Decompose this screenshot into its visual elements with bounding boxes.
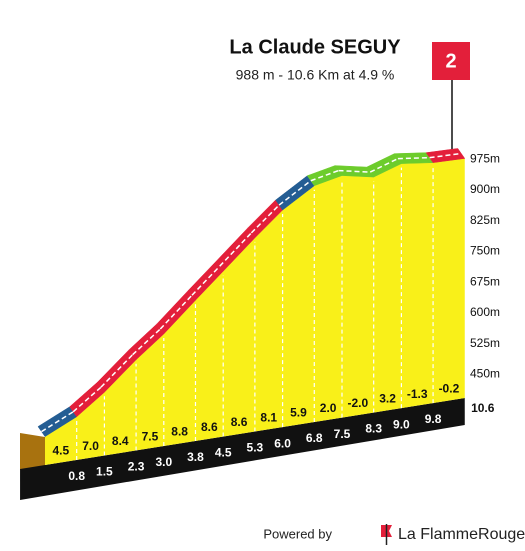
- x-tick-label: 3.8: [187, 450, 204, 464]
- y-tick-label: 600m: [470, 305, 500, 319]
- gradient-label: 8.8: [171, 425, 188, 439]
- x-tick-label: 2.3: [128, 460, 145, 474]
- x-tick-label: 8.3: [365, 422, 382, 436]
- x-tick-label: 9.8: [425, 412, 442, 426]
- gradient-label: 8.6: [231, 415, 248, 429]
- category-label: 2: [445, 50, 456, 72]
- gradient-label: -0.2: [439, 382, 460, 396]
- gradient-label: 8.1: [260, 410, 277, 424]
- gradient-label: 8.6: [201, 420, 218, 434]
- x-tick-label: 6.8: [306, 431, 323, 445]
- chart-title: La Claude SEGUY: [229, 36, 401, 58]
- gradient-label: 3.2: [379, 392, 396, 406]
- ribbon-dash: [278, 180, 312, 206]
- ribbon-dash: [132, 328, 161, 356]
- gradient-label: 8.4: [112, 434, 129, 448]
- x-tick-label: 10.6: [471, 401, 495, 415]
- ribbon-dash: [191, 265, 221, 296]
- x-tick-label: 4.5: [215, 446, 232, 460]
- gradient-label: 2.0: [320, 401, 337, 415]
- x-tick-label: 3.0: [155, 455, 172, 469]
- x-tick-label: 1.5: [96, 465, 113, 479]
- gradient-label: -1.3: [407, 387, 428, 401]
- x-tick-label: 0.8: [68, 469, 85, 483]
- ribbon-dash: [310, 169, 339, 182]
- footer-text: Powered by: [263, 526, 332, 541]
- ribbon-dash: [397, 156, 430, 160]
- y-tick-label: 450m: [470, 367, 500, 381]
- gradient-segment: [425, 148, 466, 163]
- brand-text: La FlammeRouge: [398, 526, 525, 543]
- gradient-label: 4.5: [52, 444, 69, 458]
- x-tick-label: 9.0: [393, 417, 410, 431]
- x-tick-label: 5.3: [247, 441, 264, 455]
- ribbon-dash: [72, 386, 102, 413]
- y-tick-label: 675m: [470, 274, 500, 288]
- ribbon-dash: [369, 157, 399, 173]
- ribbon-dash: [429, 152, 462, 159]
- y-tick-label: 825m: [470, 213, 500, 227]
- x-tick-label: 6.0: [274, 436, 291, 450]
- gradient-label: 7.5: [142, 429, 159, 443]
- gradient-label: 7.0: [82, 439, 99, 453]
- base-band: [20, 398, 465, 500]
- ribbon-dash: [250, 204, 280, 234]
- gradient-label: 5.9: [290, 406, 307, 420]
- chart-subtitle: 988 m - 10.6 Km at 4.9 %: [236, 67, 395, 83]
- gradient-label: -2.0: [347, 396, 368, 410]
- x-tick-label: 7.5: [334, 427, 351, 441]
- category-flag: [432, 42, 470, 80]
- ribbon-dash: [41, 411, 74, 433]
- ribbon-dash: [338, 169, 371, 173]
- start-face: [20, 433, 45, 470]
- y-tick-label: 975m: [470, 151, 500, 165]
- y-tick-label: 750m: [470, 244, 500, 258]
- y-tick-label: 525m: [470, 336, 500, 350]
- y-tick-label: 900m: [470, 182, 500, 196]
